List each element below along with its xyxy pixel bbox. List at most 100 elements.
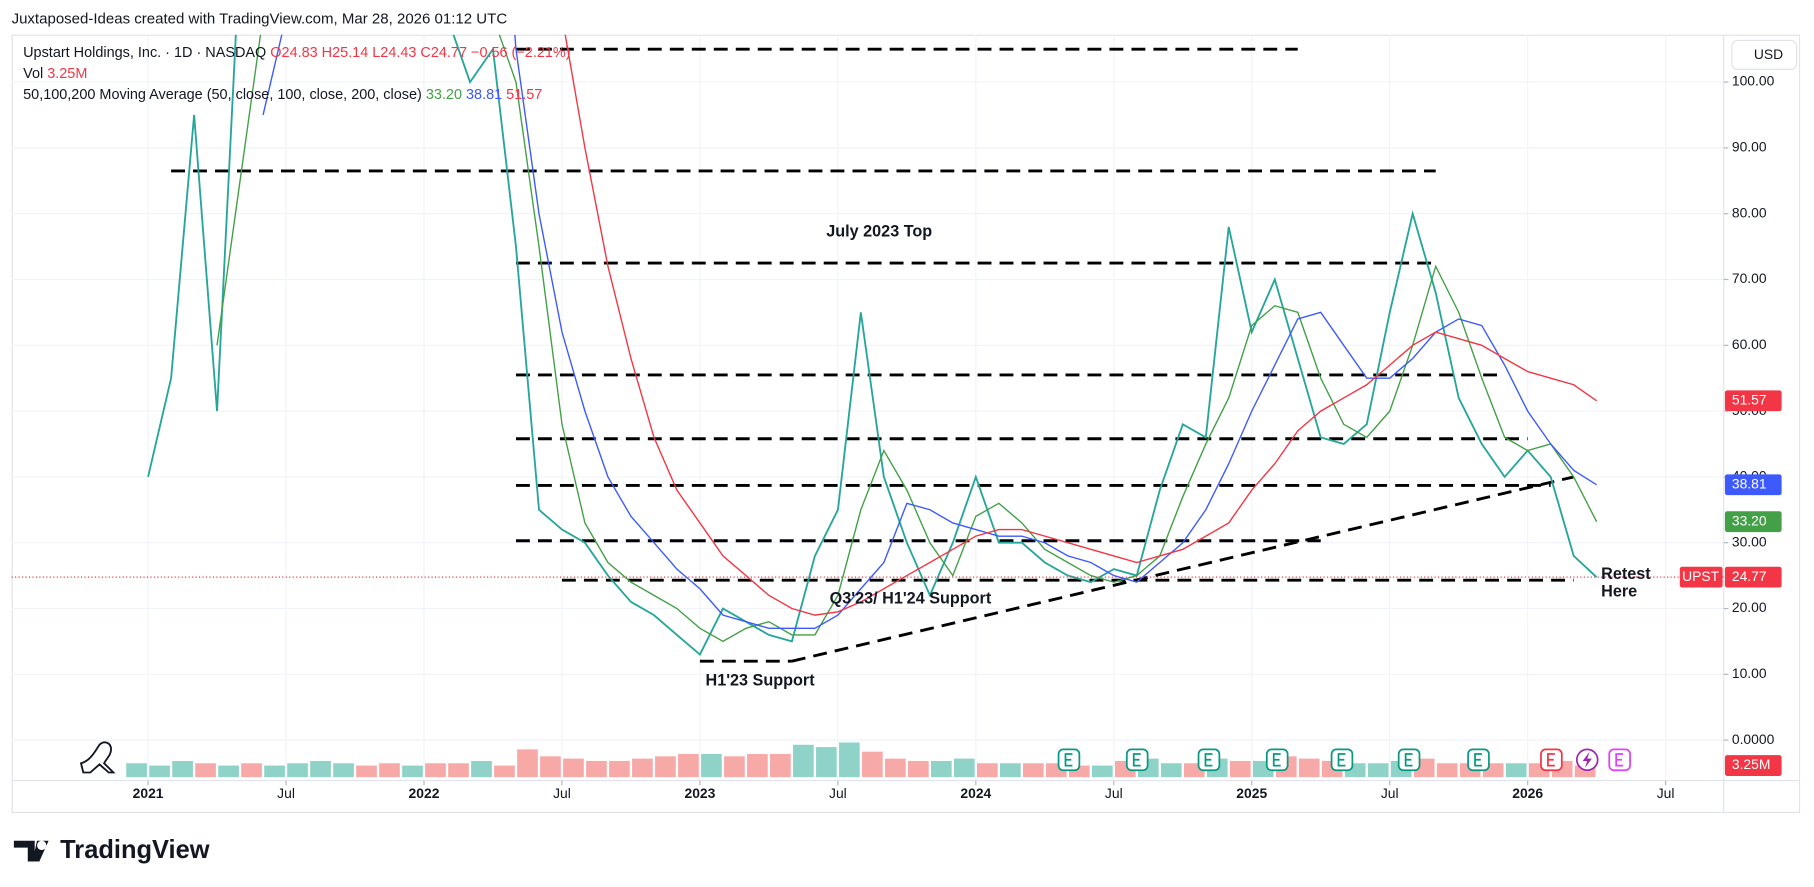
legend-symbol-line: Upstart Holdings, Inc. · 1D · NASDAQ O24… xyxy=(23,45,570,61)
currency-button[interactable] xyxy=(1731,39,1798,70)
volume-bar xyxy=(310,760,331,778)
y-tick-label: 60.00 xyxy=(1732,336,1767,352)
x-tick-label: 2024 xyxy=(960,785,991,801)
y-tick-label: 10.00 xyxy=(1732,665,1767,681)
earnings-glyph xyxy=(1272,753,1281,767)
volume-bar xyxy=(149,765,170,778)
volume-bar xyxy=(953,758,975,778)
y-tick-label: 80.00 xyxy=(1732,204,1767,220)
volume-bar xyxy=(1229,760,1251,778)
axes: 0.000010.0020.0030.0040.0050.0060.0070.0… xyxy=(133,73,1782,801)
earnings-glyph xyxy=(1132,753,1141,767)
y-tick-label: 100.00 xyxy=(1732,73,1775,89)
annotation: Q3'23/ H1'24 Support xyxy=(830,589,992,607)
volume-bar xyxy=(1091,765,1113,778)
volume-bar xyxy=(402,765,423,778)
legend-ma200: 51.57 xyxy=(506,87,542,103)
volume-bar xyxy=(264,765,285,778)
volume-bar xyxy=(494,765,515,778)
volume-bar xyxy=(1505,763,1527,778)
volume-bar xyxy=(678,754,699,778)
volume-bar xyxy=(793,744,814,778)
x-tick-label: Jul xyxy=(1657,785,1675,801)
volume-bar xyxy=(287,763,308,778)
price-badge xyxy=(1724,566,1782,588)
volume-bar xyxy=(241,763,262,778)
volume-bar xyxy=(747,754,768,778)
volume-bar xyxy=(540,756,561,778)
volume-bar xyxy=(586,760,607,778)
volume-bar xyxy=(609,760,630,778)
volume-bar xyxy=(816,747,837,778)
volume-bar xyxy=(1436,763,1458,778)
x-tick-label: Jul xyxy=(1381,785,1399,801)
volume-bar xyxy=(379,763,400,778)
earnings-icons xyxy=(1057,748,1631,772)
legend-ohlc: O24.83 H25.14 L24.43 C24.77 −0.56 (−2.21… xyxy=(270,45,570,61)
volume-bar xyxy=(1160,763,1182,778)
symbol-badge xyxy=(1679,566,1723,588)
legend-ma50: 33.20 xyxy=(426,87,462,103)
volume-bar xyxy=(770,754,791,778)
volume-layer xyxy=(126,742,1596,778)
volume-bar xyxy=(517,749,538,778)
y-tick-label: 20.00 xyxy=(1732,599,1767,615)
ma-line xyxy=(564,34,1598,616)
y-tick-label: 30.00 xyxy=(1732,533,1767,549)
volume-bar xyxy=(724,756,745,778)
price-badge xyxy=(1724,390,1782,412)
volume-bar xyxy=(471,760,492,778)
price-badge-label: 51.57 xyxy=(1732,391,1767,407)
x-tick-label: Jul xyxy=(277,785,295,801)
price-line xyxy=(147,34,1598,657)
volume-bar xyxy=(885,758,906,778)
volume-bar xyxy=(632,758,653,778)
earnings-glyph xyxy=(1474,753,1482,767)
price-badge-label: 33.20 xyxy=(1732,512,1767,528)
y-tick-label: 70.00 xyxy=(1732,270,1767,286)
x-tick-label: 2021 xyxy=(133,785,164,801)
grid xyxy=(11,34,1724,781)
volume-bar xyxy=(172,760,193,778)
earnings-glyph xyxy=(1547,753,1555,767)
earnings-glyph xyxy=(1615,753,1624,767)
x-tick-label: Jul xyxy=(1105,785,1123,801)
annotation: Retest xyxy=(1601,565,1651,583)
legend-volume-label: Vol xyxy=(23,66,43,82)
volume-bar xyxy=(218,765,239,778)
annotation: H1'23 Support xyxy=(706,671,816,689)
legend-symbol: Upstart Holdings, Inc. · 1D · NASDAQ xyxy=(23,45,266,61)
earnings-glyph xyxy=(1337,753,1346,767)
volume-bar xyxy=(195,763,216,778)
symbol-badge-label: UPST xyxy=(1682,568,1720,584)
volume-bar xyxy=(1298,758,1320,778)
plot-layer xyxy=(11,34,1724,663)
volume-badge-label: 3.25M xyxy=(1732,756,1771,772)
volume-bar xyxy=(999,763,1021,778)
volume-bar xyxy=(931,760,952,778)
volume-bar xyxy=(126,763,147,778)
volume-bar xyxy=(1574,765,1596,778)
volume-bar xyxy=(908,760,929,778)
annotation: July 2023 Top xyxy=(826,223,932,241)
earnings-glyph xyxy=(1404,753,1413,767)
volume-bar xyxy=(976,763,998,778)
y-tick-label: 90.00 xyxy=(1732,139,1767,155)
legend-volume-line: Vol 3.25M xyxy=(23,66,87,82)
brand: TradingView xyxy=(60,836,210,864)
volume-bar xyxy=(862,751,883,778)
x-tick-label: Jul xyxy=(553,785,571,801)
price-badge xyxy=(1724,511,1782,533)
legend-ma100: 38.81 xyxy=(466,87,502,103)
brand-logo xyxy=(13,840,49,862)
x-tick-label: 2025 xyxy=(1236,785,1267,801)
price-badge-label: 24.77 xyxy=(1732,568,1767,584)
volume-bar xyxy=(356,765,377,778)
x-tick-label: 2022 xyxy=(409,785,440,801)
volume-bar xyxy=(1068,765,1090,778)
volume-bar xyxy=(1367,763,1389,778)
currency-label: USD xyxy=(1754,46,1783,62)
annotation: Here xyxy=(1601,582,1637,600)
